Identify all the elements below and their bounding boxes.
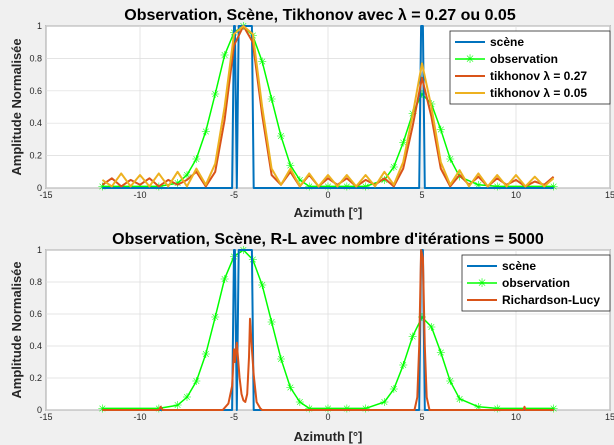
y-tick-label: 1 xyxy=(37,21,42,31)
series-group-bottom: ✳ ✳ ✳✳✳✳✳✳✳✳✳✳✳✳✳✳✳ ✳ ✳ ✳✳✳✳✳✳✳✳✳✳✳ ✳ ✳ xyxy=(98,245,558,415)
legend-top: scène ✳ observation tikhonov λ = 0.27 ti… xyxy=(449,30,611,105)
data-point-observation: ✳ xyxy=(192,154,201,166)
data-point-observation: ✳ xyxy=(380,175,389,187)
subplot-bottom: Observation, Scène, R-L avec nombre d'it… xyxy=(9,231,614,444)
y-tick-label: 0.2 xyxy=(29,151,42,161)
y-tick-label: 0.6 xyxy=(29,309,42,319)
data-point-observation: ✳ xyxy=(182,170,191,182)
x-tick-label: 5 xyxy=(419,190,424,200)
legend-label-tikhonov-027: tikhonov λ = 0.27 xyxy=(490,69,587,83)
data-point-observation: ✳ xyxy=(276,131,285,143)
data-point-observation: ✳ xyxy=(399,360,408,372)
legend-marker-observation-top: ✳ xyxy=(465,52,475,66)
y-axis-label-bottom: Amplitude Normalisée xyxy=(9,261,24,398)
x-tick-label: 15 xyxy=(605,412,614,422)
x-tick-label: 0 xyxy=(325,190,330,200)
y-tick-label: 0.8 xyxy=(29,53,42,63)
y-tick-label: 0.2 xyxy=(29,373,42,383)
series-line-tikhonov-0-05 xyxy=(101,25,555,188)
data-point-observation: ✳ xyxy=(258,57,267,69)
data-point-observation: ✳ xyxy=(295,397,304,409)
y-tick-labels-bottom: 0 0.2 0.4 0.6 0.8 1 xyxy=(29,245,42,415)
data-point-observation: ✳ xyxy=(380,397,389,409)
x-tick-labels-bottom: -15 -10 -5 0 5 10 15 xyxy=(39,412,614,422)
data-point-observation: ✳ xyxy=(436,125,445,137)
series-line-scene xyxy=(102,249,554,411)
x-tick-label: 15 xyxy=(605,190,614,200)
series-line-scene xyxy=(102,25,554,189)
data-point-observation: ✳ xyxy=(267,94,276,106)
x-tick-label: -5 xyxy=(230,190,238,200)
data-point-observation: ✳ xyxy=(220,274,229,286)
data-point-observation: ✳ xyxy=(220,50,229,62)
y-tick-labels-top: 0 0.2 0.4 0.6 0.8 1 xyxy=(29,21,42,193)
data-point-observation: ✳ xyxy=(474,180,483,192)
x-tick-label: 10 xyxy=(511,190,521,200)
data-point-observation: ✳ xyxy=(276,354,285,366)
x-tick-label: -10 xyxy=(133,190,146,200)
x-tick-labels-top: -15 -10 -5 0 5 10 15 xyxy=(39,190,614,200)
data-point-observation: ✳ xyxy=(474,402,483,414)
data-point-observation: ✳ xyxy=(192,376,201,388)
legend-box-top xyxy=(449,30,611,105)
legend-label-observation-top: observation xyxy=(490,52,558,66)
data-point-observation: ✳ xyxy=(427,322,436,334)
legend-label-scene-top: scène xyxy=(490,35,524,49)
series-line-tikhonov-0-27 xyxy=(101,25,555,188)
legend-marker-observation-bottom: ✳ xyxy=(477,276,487,290)
series-line-richardson-lucy xyxy=(102,249,554,411)
x-tick-label: -10 xyxy=(133,412,146,422)
data-point-observation: ✳ xyxy=(446,376,455,388)
data-point-observation: ✳ xyxy=(417,89,426,101)
series-line-observation xyxy=(102,25,554,188)
data-point-observation: ✳ xyxy=(201,126,210,138)
legend-bottom: scène ✳ observation Richardson-Lucy xyxy=(461,254,611,312)
x-axis-label-top: Azimuth [°] xyxy=(294,205,363,220)
x-tick-label: -5 xyxy=(230,412,238,422)
data-point-observation: ✳ xyxy=(399,138,408,150)
data-point-observation: ✳ xyxy=(211,312,220,324)
plot-title-top: Observation, Scène, Tikhonov avec λ = 0.… xyxy=(124,7,516,24)
data-point-observation: ✳ xyxy=(182,392,191,404)
x-tick-label: 0 xyxy=(325,412,330,422)
data-point-observation: ✳ xyxy=(389,162,398,174)
y-tick-label: 0 xyxy=(37,183,42,193)
x-tick-label: -15 xyxy=(39,190,52,200)
legend-label-richardson-lucy: Richardson-Lucy xyxy=(502,293,600,307)
legend-label-tikhonov-005: tikhonov λ = 0.05 xyxy=(490,86,587,100)
data-point-observation: ✳ xyxy=(455,394,464,406)
data-point-observation: ✳ xyxy=(201,349,210,361)
data-point-observation: ✳ xyxy=(258,280,267,292)
data-point-observation: ✳ xyxy=(211,89,220,101)
data-point-observation: ✳ xyxy=(446,154,455,166)
x-tick-label: 5 xyxy=(419,412,424,422)
legend-label-scene-bottom: scène xyxy=(502,259,536,273)
data-point-observation: ✳ xyxy=(173,400,182,412)
y-tick-label: 0.6 xyxy=(29,86,42,96)
x-tick-label: -15 xyxy=(39,412,52,422)
data-point-observation: ✳ xyxy=(436,347,445,359)
y-axis-label-top: Amplitude Normalisée xyxy=(9,38,24,175)
y-tick-label: 1 xyxy=(37,245,42,255)
data-point-observation: ✳ xyxy=(417,312,426,324)
data-point-observation: ✳ xyxy=(267,317,276,329)
series-group-top: ✳ ✳ ✳✳✳✳✳✳✳✳✳✳✳✳✳✳✳ ✳ ✳ ✳✳✳✳✳✳✳✳✳✳✳ ✳ ✳ xyxy=(98,21,558,193)
y-tick-label: 0.4 xyxy=(29,118,42,128)
legend-label-observation-bottom: observation xyxy=(502,276,570,290)
subplot-top: Observation, Scène, Tikhonov avec λ = 0.… xyxy=(9,7,614,220)
data-point-observation: ✳ xyxy=(295,175,304,187)
y-tick-label: 0 xyxy=(37,405,42,415)
plot-title-bottom: Observation, Scène, R-L avec nombre d'it… xyxy=(112,231,544,248)
y-tick-label: 0.8 xyxy=(29,277,42,287)
series-line-observation xyxy=(102,249,554,410)
data-point-observation: ✳ xyxy=(455,172,464,184)
y-tick-label: 0.4 xyxy=(29,341,42,351)
x-tick-label: 10 xyxy=(511,412,521,422)
data-point-observation: ✳ xyxy=(286,160,295,172)
data-point-observation: ✳ xyxy=(408,331,417,343)
data-point-observation: ✳ xyxy=(389,384,398,396)
data-point-observation: ✳ xyxy=(286,383,295,395)
x-axis-label-bottom: Azimuth [°] xyxy=(294,429,363,444)
